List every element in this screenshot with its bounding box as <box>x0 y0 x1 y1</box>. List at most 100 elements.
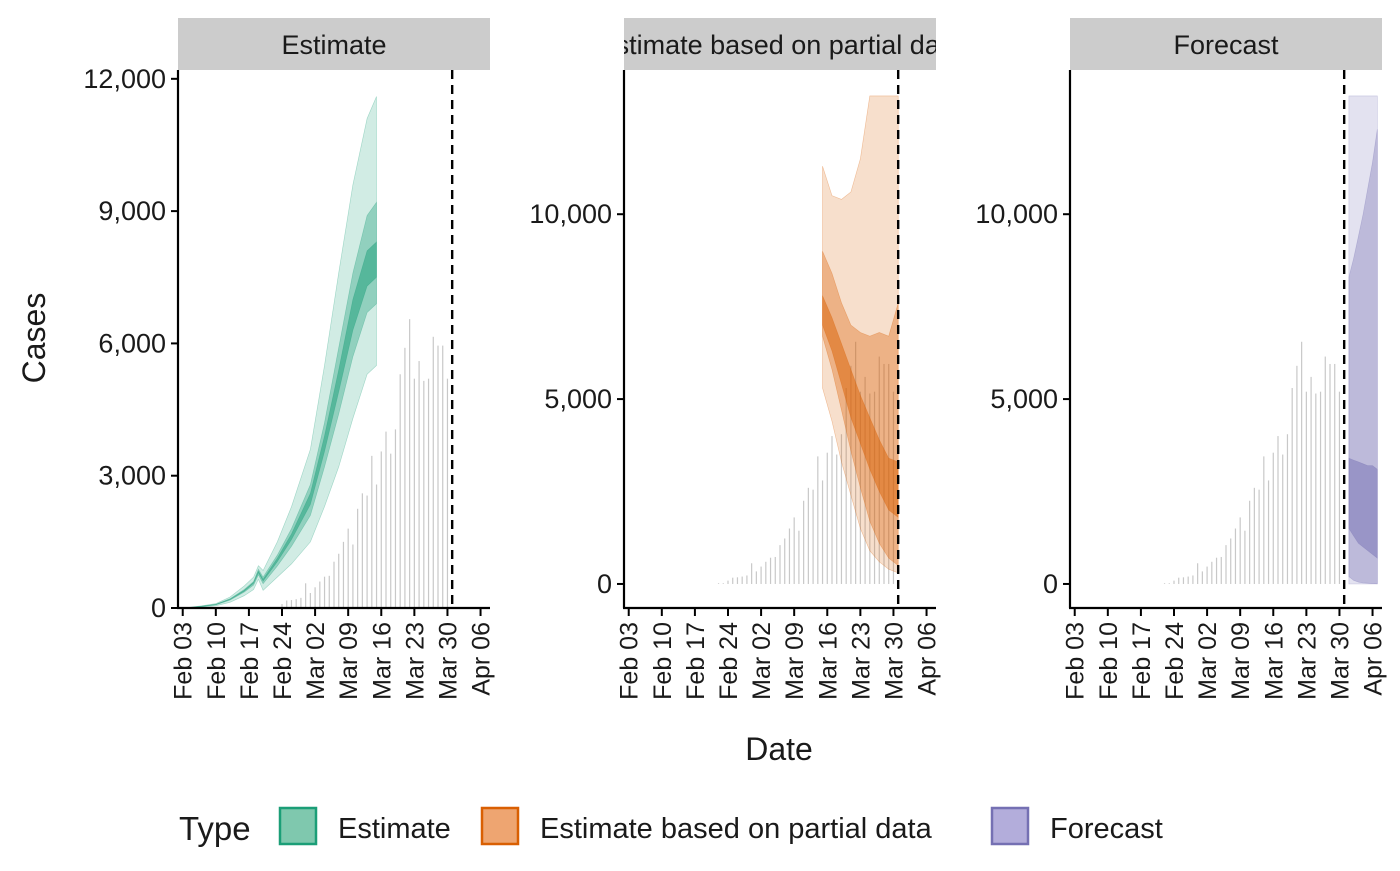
case-bar <box>774 556 776 584</box>
case-bar <box>1211 561 1213 584</box>
case-bar <box>380 451 382 608</box>
case-bar <box>741 576 743 584</box>
x-tick-label: Mar 09 <box>781 622 809 700</box>
y-tick-label: 5,000 <box>544 384 612 414</box>
case-bar <box>390 453 392 608</box>
x-tick-label: Mar 23 <box>847 622 875 700</box>
case-bar <box>409 319 411 608</box>
case-bar <box>760 566 762 584</box>
case-bar <box>446 378 449 608</box>
case-bar <box>1201 571 1203 584</box>
case-bar <box>765 561 767 584</box>
case-bar <box>746 575 748 584</box>
case-bar <box>361 493 363 608</box>
case-bar <box>1206 566 1208 584</box>
x-tick-label: Mar 16 <box>368 622 396 700</box>
legend-key-estimate-based-on-partial-data <box>480 806 520 846</box>
case-bar <box>1315 393 1317 584</box>
x-tick-label: Feb 03 <box>616 622 644 700</box>
x-tick-label: Feb 24 <box>269 622 297 700</box>
case-bar <box>314 587 316 608</box>
ribbon-estimate-2 <box>187 201 377 608</box>
y-tick-label: 12,000 <box>83 64 166 94</box>
case-bar <box>1272 452 1274 584</box>
case-bar <box>281 604 283 608</box>
case-bar <box>812 489 814 584</box>
facet-strip-label: Forecast <box>1173 30 1279 60</box>
case-bar <box>1230 538 1232 584</box>
case-bar <box>338 553 340 608</box>
case-bar <box>418 361 420 608</box>
case-bar <box>1305 391 1307 584</box>
case-bar <box>1301 341 1303 584</box>
case-bar <box>366 495 368 608</box>
x-tick-label: Mar 09 <box>335 622 363 700</box>
case-bar <box>286 600 288 608</box>
case-bar <box>427 378 430 608</box>
case-bar <box>399 374 401 608</box>
case-bar <box>1267 480 1270 584</box>
case-bar <box>437 345 439 608</box>
case-bar <box>305 583 307 608</box>
case-bar <box>1182 577 1185 584</box>
case-bar <box>1168 583 1170 584</box>
legend-key-forecast <box>990 806 1030 846</box>
y-tick-label: 10,000 <box>975 199 1058 229</box>
x-tick-label: Mar 23 <box>1293 622 1321 700</box>
case-bar <box>807 487 809 584</box>
case-bar <box>817 456 819 584</box>
case-bar <box>295 599 297 608</box>
case-bar <box>798 530 800 584</box>
case-bar <box>1253 487 1255 584</box>
panel-forecast: Forecast 0 5,000 10,000 Feb 03 Feb 10 Feb 17 Fe… <box>975 18 1388 700</box>
case-bar <box>873 391 876 584</box>
x-tick-label: Apr 06 <box>914 622 942 696</box>
case-bar <box>1173 580 1175 584</box>
case-bar <box>826 452 828 584</box>
case-bar <box>1225 545 1227 584</box>
case-bar <box>347 528 349 608</box>
case-bar <box>394 429 397 608</box>
x-tick-label: Feb 24 <box>1161 622 1189 700</box>
case-bar <box>413 378 415 608</box>
case-bar <box>722 583 724 584</box>
x-tick-label: Feb 03 <box>1062 622 1090 700</box>
case-bar <box>1178 577 1180 584</box>
x-tick-label: Mar 02 <box>748 622 776 700</box>
case-bar <box>1291 387 1293 584</box>
x-tick-label: Feb 17 <box>1128 622 1156 700</box>
y-tick-label: 9,000 <box>98 196 166 226</box>
case-bar <box>423 380 425 608</box>
case-bar <box>1310 376 1312 584</box>
case-bar <box>1197 563 1199 584</box>
case-bar <box>290 600 293 608</box>
case-bar <box>1215 557 1218 584</box>
case-bar <box>736 577 739 584</box>
case-bar <box>1296 365 1298 584</box>
case-bar <box>1220 556 1222 584</box>
case-bar <box>840 434 843 584</box>
case-bar <box>323 576 326 608</box>
case-bar <box>319 581 321 608</box>
x-axis-title: Date <box>745 731 813 767</box>
x-tick-label: Feb 17 <box>682 622 710 700</box>
x-tick-label: Apr 06 <box>1360 622 1388 696</box>
legend-label-forecast: Forecast <box>1050 813 1163 845</box>
case-bar <box>1249 500 1251 584</box>
panel-estimate-based-on-partial-data: Estimate based on partial data 0 5,000 10,0… <box>529 18 942 700</box>
case-bar <box>788 528 791 584</box>
case-bar <box>732 577 734 584</box>
case-bar <box>300 597 302 608</box>
facet-strip <box>178 18 490 70</box>
legend-label-estimate-based-on-partial-data: Estimate based on partial data <box>540 813 933 845</box>
case-bar <box>442 345 444 608</box>
case-bar <box>1324 356 1326 584</box>
case-bar <box>342 541 345 608</box>
x-tick-label: Mar 02 <box>302 622 330 700</box>
x-tick-label: Mar 30 <box>1327 622 1355 700</box>
x-tick-label: Mar 09 <box>1227 622 1255 700</box>
case-bar <box>821 480 824 584</box>
x-tick-label: Feb 24 <box>715 622 743 700</box>
x-tick-label: Feb 17 <box>236 622 264 700</box>
